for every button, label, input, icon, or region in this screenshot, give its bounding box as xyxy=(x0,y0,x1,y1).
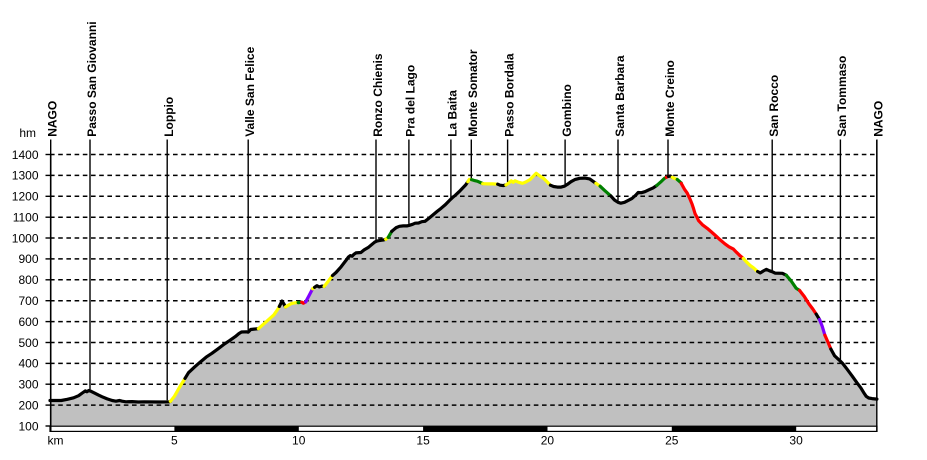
svg-text:200: 200 xyxy=(18,398,38,412)
svg-text:800: 800 xyxy=(18,273,38,287)
svg-text:15: 15 xyxy=(416,434,430,448)
svg-text:Passo Bordala: Passo Bordala xyxy=(502,53,516,137)
svg-text:La Baita: La Baita xyxy=(446,90,460,137)
svg-text:30: 30 xyxy=(789,434,803,448)
svg-text:hm: hm xyxy=(19,126,36,140)
svg-text:100: 100 xyxy=(18,419,38,433)
svg-text:Passo San Giovanni: Passo San Giovanni xyxy=(85,21,99,136)
svg-text:5: 5 xyxy=(171,434,178,448)
svg-text:25: 25 xyxy=(665,434,679,448)
svg-text:San Rocco: San Rocco xyxy=(767,75,781,137)
svg-text:700: 700 xyxy=(18,294,38,308)
svg-text:1100: 1100 xyxy=(13,211,39,225)
svg-text:1200: 1200 xyxy=(12,190,39,204)
svg-text:Monte Somator: Monte Somator xyxy=(466,49,480,137)
svg-text:600: 600 xyxy=(18,315,38,329)
svg-text:Santa Barbara: Santa Barbara xyxy=(613,55,627,137)
svg-text:NAGO: NAGO xyxy=(46,101,60,137)
svg-text:10: 10 xyxy=(292,434,306,448)
svg-text:Monte Creino: Monte Creino xyxy=(663,60,677,137)
svg-text:Gombino: Gombino xyxy=(560,84,574,137)
svg-text:km: km xyxy=(48,434,64,448)
svg-text:300: 300 xyxy=(18,378,38,392)
svg-text:1400: 1400 xyxy=(12,148,39,162)
svg-text:1000: 1000 xyxy=(12,231,39,245)
svg-text:Ronzo Chienis: Ronzo Chienis xyxy=(371,53,385,137)
svg-text:San Tommaso: San Tommaso xyxy=(835,56,849,137)
svg-text:500: 500 xyxy=(18,336,38,350)
svg-text:1300: 1300 xyxy=(12,169,39,183)
svg-text:400: 400 xyxy=(18,357,38,371)
svg-text:NAGO: NAGO xyxy=(872,101,886,137)
svg-text:900: 900 xyxy=(18,252,38,266)
svg-text:Pra del Lago: Pra del Lago xyxy=(404,65,418,137)
svg-text:20: 20 xyxy=(541,434,555,448)
svg-text:Loppio: Loppio xyxy=(162,97,176,137)
svg-text:Valle San Felice: Valle San Felice xyxy=(243,46,257,136)
